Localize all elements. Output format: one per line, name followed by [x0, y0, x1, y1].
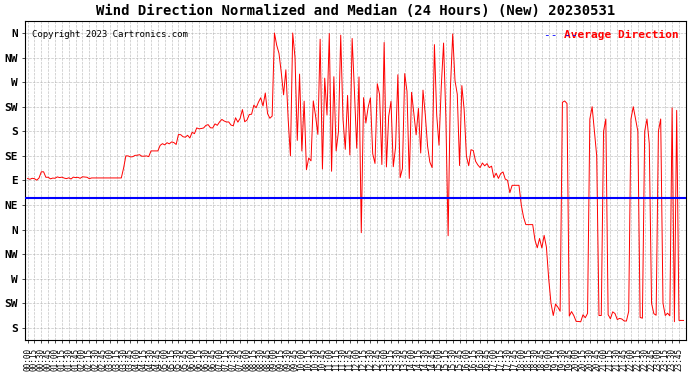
- Title: Wind Direction Normalized and Median (24 Hours) (New) 20230531: Wind Direction Normalized and Median (24…: [96, 4, 615, 18]
- Text: Copyright 2023 Cartronics.com: Copyright 2023 Cartronics.com: [32, 30, 188, 39]
- Text: Average Direction: Average Direction: [564, 30, 679, 40]
- Text: -- --: -- --: [544, 30, 578, 40]
